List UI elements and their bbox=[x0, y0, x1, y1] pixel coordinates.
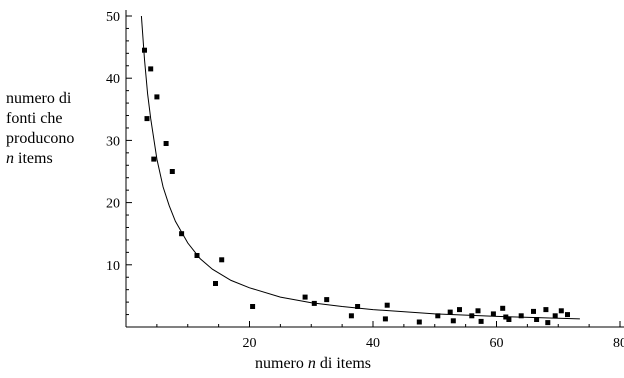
data-point bbox=[213, 281, 218, 286]
data-point bbox=[543, 307, 549, 313]
y-axis-label-line: n items bbox=[6, 150, 53, 167]
data-point bbox=[447, 309, 453, 315]
y-axis-label-line: producono bbox=[6, 130, 75, 147]
x-tick-label: 80 bbox=[613, 336, 624, 351]
data-point bbox=[179, 231, 185, 237]
data-point bbox=[311, 300, 317, 306]
data-point bbox=[450, 318, 456, 324]
ticks: 20 40 60 80 10 20 30 40 50 bbox=[106, 10, 624, 351]
data-point bbox=[169, 169, 175, 174]
data-point bbox=[302, 294, 308, 300]
data-point bbox=[348, 313, 354, 319]
data-point bbox=[500, 305, 506, 311]
y-axis-label: numero di fonti che producono n items bbox=[6, 89, 74, 169]
y-tick-label: 20 bbox=[106, 197, 120, 212]
x-axis-label-var: n bbox=[307, 355, 316, 372]
x-tick-label: 20 bbox=[243, 336, 257, 351]
axes bbox=[125, 10, 624, 328]
data-point bbox=[435, 313, 441, 319]
data-point bbox=[490, 311, 496, 317]
data-point bbox=[478, 318, 484, 324]
data-point bbox=[355, 304, 361, 309]
fit-curve bbox=[140, 15, 580, 320]
data-point bbox=[545, 320, 551, 326]
data-point bbox=[503, 314, 509, 320]
data-point bbox=[324, 297, 330, 303]
x-tick-label: 60 bbox=[490, 336, 504, 351]
data-point bbox=[250, 304, 256, 309]
x-axis-label: numero n di items bbox=[255, 355, 371, 372]
data-point bbox=[384, 302, 390, 308]
data-point bbox=[558, 308, 564, 314]
data-point bbox=[565, 312, 570, 318]
y-tick-label: 10 bbox=[106, 259, 120, 274]
y-tick-label: 40 bbox=[106, 72, 120, 87]
data-point bbox=[151, 156, 157, 162]
data-point bbox=[534, 317, 540, 322]
y-axis-label-var: n bbox=[6, 150, 14, 167]
data-point bbox=[163, 141, 169, 146]
data-point bbox=[148, 66, 154, 72]
y-axis-label-line: numero di bbox=[6, 90, 72, 107]
y-tick-label: 50 bbox=[106, 10, 120, 25]
data-point bbox=[506, 317, 512, 322]
data-points bbox=[142, 47, 570, 326]
data-point bbox=[382, 316, 388, 322]
y-tick-label: 30 bbox=[106, 134, 120, 149]
data-point bbox=[219, 257, 225, 263]
data-point bbox=[416, 319, 422, 325]
data-point bbox=[142, 47, 147, 53]
data-point bbox=[475, 308, 481, 314]
data-point bbox=[531, 308, 536, 314]
y-axis-label-line: fonti che bbox=[6, 110, 63, 127]
data-point bbox=[154, 94, 160, 100]
x-tick-label: 40 bbox=[366, 336, 380, 351]
data-point bbox=[552, 313, 558, 319]
data-point bbox=[194, 253, 200, 258]
data-point bbox=[469, 313, 475, 319]
data-point bbox=[457, 307, 462, 313]
data-point bbox=[518, 313, 524, 319]
data-point bbox=[144, 116, 150, 122]
